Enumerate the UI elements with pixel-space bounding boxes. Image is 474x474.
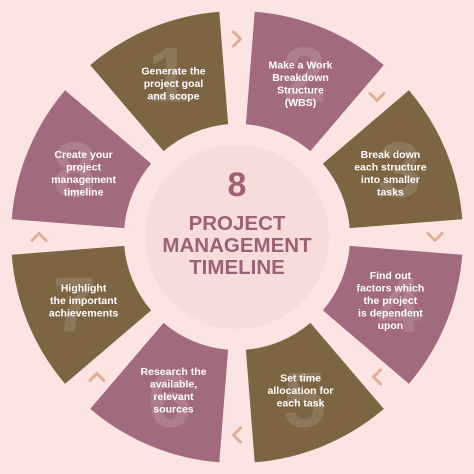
step-4-text-line: Find out <box>370 270 412 282</box>
step-4-text-line: is dependent <box>358 308 423 320</box>
step-6-text-line: available, <box>150 379 197 391</box>
step-5-text-line: each task <box>277 397 325 409</box>
step-4-text-line: factors which <box>357 283 425 295</box>
step-8-text-line: project <box>66 162 102 174</box>
step-4-text-line: upon <box>378 320 404 332</box>
step-3-text-line: each structure <box>354 162 427 174</box>
step-4-wedge <box>322 245 463 384</box>
chevron-left-icon <box>372 368 382 386</box>
step-3-wedge <box>322 90 463 229</box>
step-1-text-line: and scope <box>148 91 200 103</box>
step-1-text-line: Generate the <box>141 66 205 78</box>
step-5-text-line: Set time <box>280 372 321 384</box>
step-2-wedge <box>245 11 384 152</box>
step-7-text-line: achievements <box>49 308 119 320</box>
step-2-text-line: Breakdown <box>272 72 329 84</box>
step-6-text-line: Research the <box>141 366 207 378</box>
center-title-line-1: PROJECT <box>189 212 286 235</box>
step-6-wedge <box>90 322 229 463</box>
step-4-text-line: the project <box>364 295 418 307</box>
step-3-text-line: into smaller <box>361 174 420 186</box>
step-7-text-line: Highlight <box>61 283 107 295</box>
step-8-text-line: Create your <box>54 149 112 161</box>
center-title-line-3: TIMELINE <box>189 256 285 279</box>
step-2-text-line: Make a Work <box>269 59 333 71</box>
chevron-down-icon <box>426 232 444 242</box>
step-5-watermark-number: 5 <box>283 356 326 444</box>
step-6-watermark-number: 6 <box>148 356 191 444</box>
step-2-text-line: Structure <box>277 84 324 96</box>
chevron-right-icon <box>232 30 242 48</box>
step-7-watermark-number: 7 <box>53 260 96 348</box>
chevron-up-icon <box>88 372 106 382</box>
step-1-wedge <box>90 11 229 152</box>
step-4-watermark-number: 4 <box>378 260 421 348</box>
step-8-text-line: timeline <box>64 187 104 199</box>
step-5-wedge <box>245 322 384 463</box>
chevron-up-icon <box>30 232 48 242</box>
step-5-text-line: allocation for <box>268 385 334 397</box>
step-6-text-line: relevant <box>153 391 194 403</box>
step-8-watermark-number: 8 <box>53 126 96 214</box>
center-circle <box>145 145 329 329</box>
center-number: 8 <box>228 166 247 204</box>
center-title-line-2: MANAGEMENT <box>162 234 312 257</box>
step-2-watermark-number: 2 <box>283 30 326 118</box>
step-7-text-line: the important <box>50 295 118 307</box>
step-1-watermark-number: 1 <box>148 30 191 118</box>
step-8-wedge <box>11 90 152 229</box>
step-3-watermark-number: 3 <box>378 126 421 214</box>
step-8-text-line: management <box>51 174 116 186</box>
step-6-text-line: sources <box>153 404 193 416</box>
step-3-text-line: Break down <box>361 149 421 161</box>
chevron-down-icon <box>368 92 386 102</box>
step-1-text-line: project goal <box>144 78 204 90</box>
step-7-wedge <box>11 245 152 384</box>
step-2-text-line: (WBS) <box>285 97 317 109</box>
chevron-left-icon <box>232 426 242 444</box>
step-3-text-line: tasks <box>377 187 404 199</box>
